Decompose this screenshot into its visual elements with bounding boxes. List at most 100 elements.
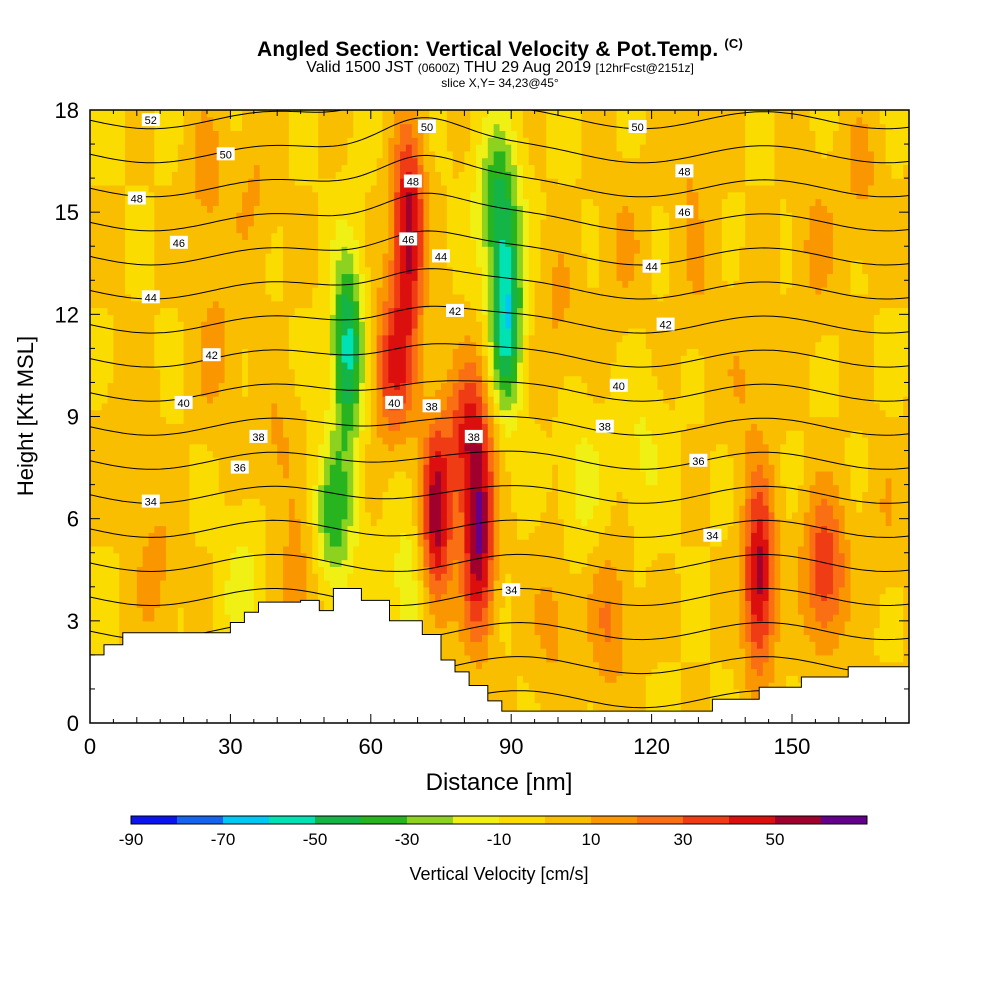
velocity-cell	[651, 566, 659, 574]
velocity-cell	[581, 559, 588, 567]
velocity-cell	[669, 648, 676, 656]
velocity-cell	[698, 641, 705, 649]
velocity-cell	[663, 648, 670, 656]
velocity-cell	[177, 579, 185, 588]
velocity-cell	[224, 579, 231, 588]
velocity-cell	[686, 648, 694, 656]
velocity-cell	[218, 620, 226, 629]
velocity-cell	[639, 579, 647, 588]
velocity-cell	[751, 634, 758, 642]
velocity-cell	[277, 579, 284, 588]
velocity-cell	[745, 559, 752, 567]
velocity-cell	[558, 702, 565, 710]
velocity-cell	[745, 511, 752, 520]
velocity-cell	[435, 511, 442, 520]
velocity-cell	[130, 614, 138, 622]
velocity-cell	[838, 532, 846, 540]
velocity-cell	[552, 532, 559, 540]
velocity-cell	[101, 593, 109, 601]
velocity-cell	[90, 539, 97, 547]
velocity-cell	[897, 552, 904, 561]
velocity-cell	[499, 539, 506, 547]
velocity-cell	[464, 661, 471, 670]
velocity-cell	[154, 545, 161, 554]
velocity-cell	[610, 614, 618, 622]
velocity-cell	[441, 491, 448, 499]
velocity-cell	[563, 573, 571, 581]
velocity-cell	[593, 505, 600, 513]
velocity-cell	[405, 593, 413, 601]
velocity-cell	[663, 675, 670, 683]
velocity-cell	[639, 539, 647, 547]
velocity-cell	[405, 511, 413, 520]
velocity-cell	[756, 593, 764, 601]
velocity-cell	[277, 484, 284, 493]
velocity-cell	[470, 498, 477, 506]
velocity-cell	[271, 545, 278, 554]
velocity-cell	[540, 498, 547, 506]
velocity-cell	[329, 477, 337, 486]
velocity-cell	[885, 661, 893, 670]
velocity-cell	[581, 695, 588, 704]
velocity-cell	[569, 682, 577, 690]
velocity-cell	[838, 641, 846, 649]
velocity-cell	[873, 491, 881, 499]
velocity-cell	[148, 539, 155, 547]
velocity-cell	[271, 586, 278, 595]
velocity-cell	[675, 654, 682, 663]
velocity-cell	[669, 682, 676, 690]
velocity-cell	[277, 511, 284, 520]
velocity-cell	[715, 518, 723, 527]
velocity-cell	[639, 641, 647, 649]
velocity-cell	[277, 477, 284, 486]
velocity-cell	[388, 545, 395, 554]
velocity-cell	[441, 614, 448, 622]
velocity-cell	[212, 593, 220, 601]
velocity-cell	[294, 477, 302, 486]
velocity-cell	[277, 545, 284, 554]
velocity-cell	[511, 641, 518, 649]
velocity-cell	[803, 484, 811, 493]
velocity-cell	[593, 559, 600, 567]
velocity-cell	[768, 586, 776, 595]
velocity-cell	[634, 545, 641, 554]
velocity-cell	[903, 552, 909, 561]
velocity-cell	[598, 545, 606, 554]
velocity-cell	[148, 511, 155, 520]
velocity-cell	[885, 505, 893, 513]
velocity-cell	[423, 477, 430, 486]
velocity-cell	[844, 648, 852, 656]
velocity-cell	[446, 586, 454, 595]
velocity-cell	[844, 634, 852, 642]
velocity-cell	[487, 627, 495, 636]
velocity-cell	[575, 654, 582, 663]
velocity-cell	[528, 552, 536, 561]
velocity-cell	[119, 620, 126, 629]
velocity-cell	[166, 539, 173, 547]
velocity-cell	[598, 566, 606, 574]
velocity-cell	[329, 505, 337, 513]
velocity-cell	[903, 579, 909, 588]
velocity-cell	[844, 573, 852, 581]
velocity-cell	[236, 566, 243, 574]
velocity-cell	[242, 525, 249, 533]
velocity-cell	[610, 702, 618, 710]
velocity-cell	[341, 498, 348, 506]
velocity-cell	[154, 525, 161, 533]
velocity-cell	[587, 593, 594, 601]
velocity-cell	[481, 648, 489, 656]
velocity-cell	[663, 573, 670, 581]
velocity-cell	[318, 593, 325, 601]
velocity-cell	[277, 573, 284, 581]
velocity-cell	[587, 668, 594, 676]
velocity-cell	[370, 532, 378, 540]
velocity-cell	[645, 518, 653, 527]
velocity-cell	[821, 484, 828, 493]
velocity-cell	[868, 525, 875, 533]
velocity-cell	[335, 566, 343, 574]
velocity-cell	[780, 654, 787, 663]
velocity-cell	[271, 484, 278, 493]
velocity-cell	[587, 702, 594, 710]
velocity-cell	[534, 600, 542, 608]
